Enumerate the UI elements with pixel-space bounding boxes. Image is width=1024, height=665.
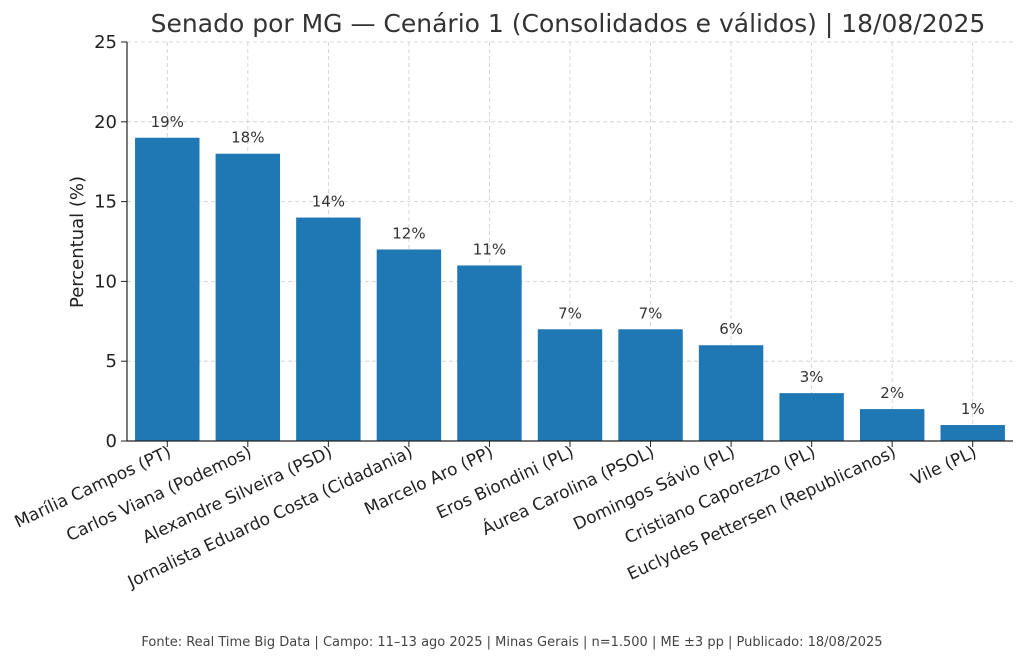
bar — [859, 409, 925, 441]
data-label: 1% — [961, 400, 985, 418]
data-label: 18% — [231, 129, 264, 147]
chart-title: Senado por MG — Cenário 1 (Consolidados … — [151, 9, 986, 38]
data-label: 2% — [880, 384, 904, 402]
y-axis-ticks: 0 5 10 15 20 25 — [94, 32, 127, 452]
bar — [296, 217, 361, 441]
bar — [457, 265, 522, 441]
data-labels: 19% 18% 14% 12% 11% 7% 7% 6% 3% 2% 1% — [151, 113, 985, 418]
y-axis-label: Percentual (%) — [67, 176, 88, 308]
bar — [537, 329, 603, 441]
bar — [215, 153, 281, 441]
data-label: 3% — [800, 368, 824, 386]
y-tick-label: 15 — [94, 192, 117, 213]
y-tick-label: 20 — [94, 112, 117, 133]
bar — [618, 329, 683, 441]
y-tick-label: 0 — [106, 431, 117, 452]
y-tick-label: 10 — [94, 271, 117, 292]
data-label: 12% — [392, 224, 425, 242]
footer-source: Fonte: Real Time Big Data | Campo: 11–13… — [141, 635, 883, 650]
x-tick-label: Vile (PL) — [908, 442, 979, 490]
bar — [940, 425, 1005, 441]
bar — [376, 249, 442, 441]
bar — [135, 137, 200, 441]
bar — [779, 393, 844, 441]
data-label: 19% — [151, 113, 184, 131]
y-tick-label: 5 — [106, 351, 117, 372]
data-label: 7% — [558, 304, 582, 322]
bar-chart: Senado por MG — Cenário 1 (Consolidados … — [12, 9, 1013, 593]
y-tick-label: 25 — [94, 32, 117, 53]
data-label: 14% — [312, 193, 345, 211]
bars — [135, 137, 1005, 441]
x-axis-ticks: Marília Campos (PT)Carlos Viana (Podemos… — [12, 441, 980, 593]
bar — [698, 345, 764, 441]
data-label: 6% — [719, 320, 743, 338]
data-label: 7% — [639, 304, 663, 322]
data-label: 11% — [473, 240, 506, 258]
